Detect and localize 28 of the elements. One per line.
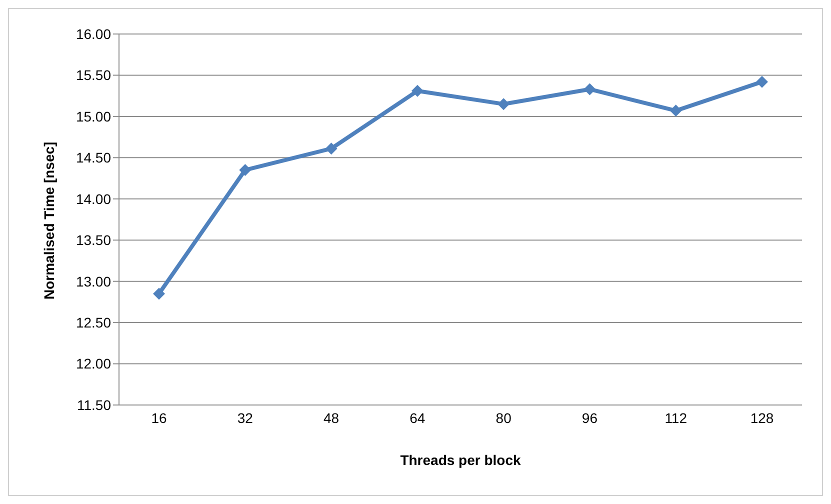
point bbox=[325, 142, 338, 155]
x-tick-label: 48 bbox=[323, 410, 340, 426]
x-tick-label: 80 bbox=[496, 410, 512, 426]
x-tick-label: 128 bbox=[750, 410, 774, 426]
y-tick-label: 14.00 bbox=[76, 190, 112, 207]
x-tick-label: 96 bbox=[582, 410, 598, 426]
y-tick-label: 12.50 bbox=[76, 314, 112, 331]
point bbox=[153, 288, 165, 300]
y-tick-label: 15.00 bbox=[76, 108, 112, 124]
point bbox=[584, 83, 596, 96]
x-tick-label: 16 bbox=[151, 410, 167, 426]
x-tick-label: 112 bbox=[664, 410, 688, 426]
y-tick-label: 13.50 bbox=[76, 232, 112, 248]
x-axis-title: Threads per block bbox=[400, 452, 522, 468]
point bbox=[756, 76, 768, 88]
y-tick-label: 13.00 bbox=[76, 273, 112, 290]
point bbox=[498, 98, 510, 110]
x-tick-label: 64 bbox=[410, 410, 426, 426]
y-axis-title: Normalised Time [nsec] bbox=[40, 142, 57, 300]
point bbox=[411, 84, 424, 97]
y-tick-label: 15.50 bbox=[76, 67, 112, 84]
x-tick-label: 32 bbox=[237, 410, 254, 426]
y-tick-label: 14.50 bbox=[76, 150, 112, 166]
point bbox=[670, 104, 682, 117]
y-tick-label: 16.00 bbox=[76, 26, 112, 42]
y-tick-label: 11.50 bbox=[77, 396, 112, 413]
point bbox=[239, 164, 252, 176]
y-tick-label: 12.00 bbox=[76, 356, 112, 372]
